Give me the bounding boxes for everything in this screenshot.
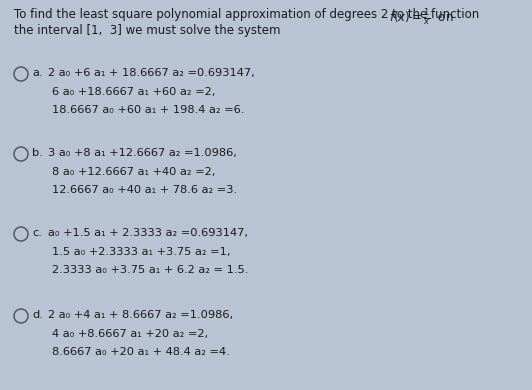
Text: $f(x) = \frac{1}{x}$  on: $f(x) = \frac{1}{x}$ on — [389, 8, 454, 28]
Text: 2 a₀ +4 a₁ + 8.6667 a₂ =1.0986,: 2 a₀ +4 a₁ + 8.6667 a₂ =1.0986, — [48, 310, 233, 320]
Text: 6 a₀ +18.6667 a₁ +60 a₂ =2,: 6 a₀ +18.6667 a₁ +60 a₂ =2, — [52, 87, 215, 96]
Text: the interval [1,  3] we must solve the system: the interval [1, 3] we must solve the sy… — [14, 24, 280, 37]
Text: To find the least square polynomial approximation of degrees 2 to the function: To find the least square polynomial appr… — [14, 8, 483, 21]
Text: a.: a. — [32, 68, 43, 78]
Text: 2.3333 a₀ +3.75 a₁ + 6.2 a₂ = 1.5.: 2.3333 a₀ +3.75 a₁ + 6.2 a₂ = 1.5. — [52, 265, 248, 275]
Text: d.: d. — [32, 310, 43, 320]
Text: a₀ +1.5 a₁ + 2.3333 a₂ =0.693147,: a₀ +1.5 a₁ + 2.3333 a₂ =0.693147, — [48, 228, 248, 238]
Text: c.: c. — [32, 228, 42, 238]
Text: 3 a₀ +8 a₁ +12.6667 a₂ =1.0986,: 3 a₀ +8 a₁ +12.6667 a₂ =1.0986, — [48, 148, 237, 158]
Text: 1.5 a₀ +2.3333 a₁ +3.75 a₂ =1,: 1.5 a₀ +2.3333 a₁ +3.75 a₂ =1, — [52, 246, 230, 257]
Text: 4 a₀ +8.6667 a₁ +20 a₂ =2,: 4 a₀ +8.6667 a₁ +20 a₂ =2, — [52, 328, 208, 339]
Text: b.: b. — [32, 148, 43, 158]
Text: 12.6667 a₀ +40 a₁ + 78.6 a₂ =3.: 12.6667 a₀ +40 a₁ + 78.6 a₂ =3. — [52, 185, 237, 195]
Text: 8 a₀ +12.6667 a₁ +40 a₂ =2,: 8 a₀ +12.6667 a₁ +40 a₂ =2, — [52, 167, 215, 177]
Text: 2 a₀ +6 a₁ + 18.6667 a₂ =0.693147,: 2 a₀ +6 a₁ + 18.6667 a₂ =0.693147, — [48, 68, 255, 78]
Text: 18.6667 a₀ +60 a₁ + 198.4 a₂ =6.: 18.6667 a₀ +60 a₁ + 198.4 a₂ =6. — [52, 105, 244, 115]
Text: 8.6667 a₀ +20 a₁ + 48.4 a₂ =4.: 8.6667 a₀ +20 a₁ + 48.4 a₂ =4. — [52, 347, 230, 357]
